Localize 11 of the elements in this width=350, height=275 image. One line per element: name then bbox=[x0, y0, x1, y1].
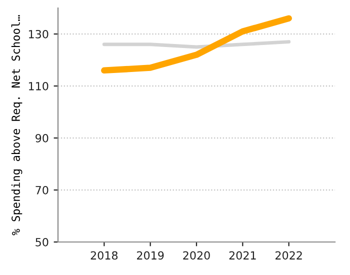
x-tick-label: 2021 bbox=[229, 251, 256, 260]
y-tick-label: 90 bbox=[36, 134, 48, 142]
x-tick-label: 2019 bbox=[137, 251, 164, 260]
y-tick-label: 70 bbox=[36, 186, 48, 194]
x-tick-label: 2018 bbox=[90, 251, 118, 260]
x-tick-label: 2022 bbox=[276, 251, 302, 260]
x-tick-label: 2020 bbox=[183, 251, 210, 260]
y-tick-label: 130 bbox=[28, 30, 48, 38]
y-tick-label: 50 bbox=[36, 238, 48, 246]
y-axis-title: % Spending above Req. Net School… bbox=[11, 15, 22, 236]
y-tick-label: 110 bbox=[28, 82, 48, 90]
